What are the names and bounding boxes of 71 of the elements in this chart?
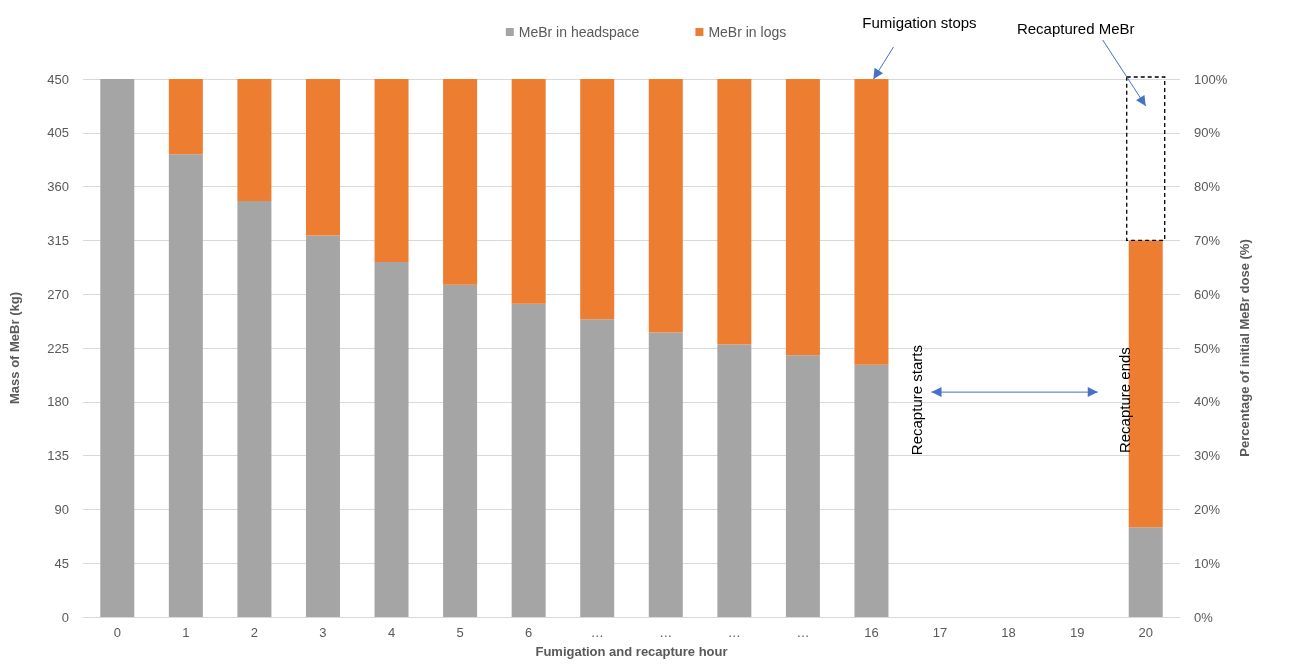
y2-tick-label: 0% [1194,609,1214,625]
legend-label: MeBr in logs [708,24,787,40]
bar [511,79,546,304]
bar [168,154,203,617]
y2-tick-label: 30% [1194,448,1221,464]
bar [854,79,889,365]
bar [717,79,752,345]
legend-label: MeBr in headspace [518,24,640,40]
x-tick-label: 2 [250,625,259,640]
x-tick-label: 0 [113,625,121,640]
y-tick-label: 360 [47,179,69,195]
y-tick-label: 405 [47,125,69,141]
bar [374,79,409,262]
x-tick-label: … [590,625,604,640]
annotation: Recapture ends [1115,347,1133,454]
y-tick-label: 90 [54,501,69,517]
annotation: Recapture starts [908,345,926,456]
x-tick-label: 4 [387,625,396,640]
y2-tick-label: 40% [1194,394,1221,410]
y2-tick-label: 20% [1194,501,1221,517]
x-tick-label: 20 [1138,625,1153,640]
bar [305,235,340,617]
y2-tick-label: 80% [1194,179,1221,195]
y2-tick-label: 70% [1194,232,1221,248]
bar [648,79,683,333]
x-tick-label: 17 [932,625,948,640]
bar [580,79,615,320]
text: Recaptured MeBr [1016,20,1135,37]
bar [305,79,340,236]
y-tick-label: 270 [47,286,69,302]
x-tick-label: 19 [1069,625,1085,640]
bar [374,261,409,617]
y2-tick-label: 90% [1194,125,1221,141]
x-tick-label: 1 [182,625,190,640]
bar [1128,527,1163,617]
bar [785,79,820,356]
bar [443,79,478,285]
y2-tick-label: 60% [1194,286,1221,302]
x-tick-label: 5 [456,625,464,640]
y-tick-label: 315 [47,232,69,248]
x-tick-label: … [727,625,741,640]
bar [511,303,546,617]
bar [100,79,135,617]
bar [785,355,820,617]
x-tick-label: 18 [1001,625,1016,640]
x-axis-title: Fumigation and recapture hour [535,644,728,659]
y-tick-label: 450 [47,71,69,87]
x-tick-label: 16 [864,625,879,640]
y-tick-label: 225 [47,340,69,356]
bar [648,332,683,617]
x-tick-label: … [796,625,810,640]
y2-tick-label: 100% [1194,71,1228,87]
x-tick-label: 3 [319,625,327,640]
x-tick-label: … [659,625,673,640]
bar [443,284,478,617]
y-tick-label: 0 [61,609,69,625]
annotation: Fumigation stops [862,14,977,31]
x-tick-label: 6 [525,625,533,640]
bar [717,344,752,617]
y-tick-label: 180 [47,394,69,410]
y2-tick-label: 50% [1194,340,1221,356]
y2-axis-title: Percentage of initial MeBr dose (%) [1237,239,1253,457]
bar [168,79,203,155]
bar [854,364,889,617]
bar [580,319,615,617]
y-axis-title: Mass of MeBr (kg) [7,292,22,404]
y-tick-label: 135 [47,448,69,464]
bar [237,79,272,201]
bar [237,200,272,617]
y2-tick-label: 10% [1194,555,1221,571]
y-tick-label: 45 [54,555,69,571]
